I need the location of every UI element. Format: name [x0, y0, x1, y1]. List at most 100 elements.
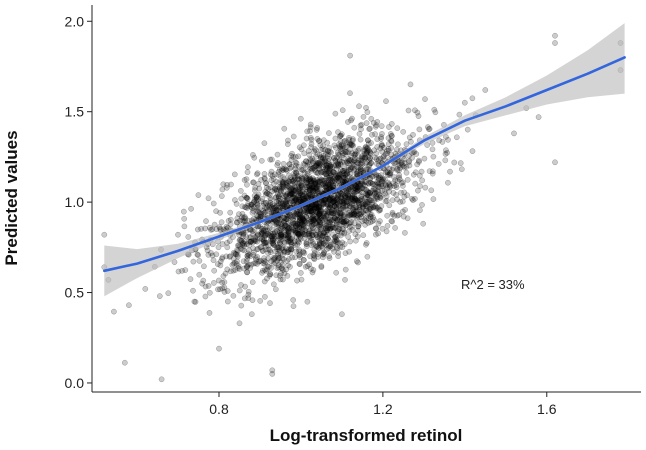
data-point: [314, 251, 321, 257]
data-point: [241, 177, 248, 183]
data-point: [297, 214, 304, 221]
data-point: [332, 174, 338, 181]
data-point: [269, 367, 276, 374]
data-point: [331, 207, 338, 214]
data-point: [298, 174, 305, 181]
data-point: [320, 233, 326, 239]
data-point: [271, 187, 278, 193]
data-point: [364, 109, 371, 115]
data-point: [401, 164, 408, 171]
data-point: [251, 193, 258, 199]
data-point: [308, 136, 315, 143]
data-point: [317, 161, 324, 168]
data-point: [303, 240, 310, 247]
data-point: [244, 241, 250, 248]
data-point: [351, 193, 358, 199]
data-point: [351, 185, 358, 192]
data-point: [210, 200, 217, 207]
data-point: [406, 152, 412, 159]
data-point: [332, 110, 339, 117]
data-point: [304, 194, 311, 200]
data-point: [221, 279, 228, 285]
data-point: [273, 221, 280, 228]
data-point: [323, 170, 329, 177]
data-point: [244, 169, 251, 176]
data-point: [316, 204, 323, 210]
data-point: [364, 200, 371, 207]
data-point: [358, 157, 365, 164]
data-point: [315, 162, 322, 169]
data-point: [357, 211, 363, 218]
data-point: [226, 238, 233, 244]
data-point: [387, 170, 394, 177]
data-point: [330, 175, 337, 182]
data-point: [443, 147, 449, 154]
data-point: [344, 202, 350, 209]
data-point: [328, 182, 335, 188]
data-point: [283, 245, 289, 252]
data-point: [337, 232, 344, 239]
data-point: [377, 194, 383, 201]
data-point: [338, 131, 345, 138]
data-point: [386, 182, 393, 189]
data-point: [362, 195, 368, 201]
data-point: [326, 181, 333, 188]
data-point: [281, 125, 288, 132]
data-point: [342, 203, 349, 210]
data-point: [248, 261, 255, 268]
data-point: [308, 216, 314, 223]
data-point: [391, 174, 397, 180]
data-point: [206, 310, 213, 316]
data-point: [336, 210, 343, 217]
data-point: [264, 275, 270, 282]
data-point: [348, 164, 354, 171]
data-point: [289, 191, 296, 197]
data-point: [299, 216, 306, 223]
data-point: [389, 209, 396, 216]
data-point: [201, 263, 207, 270]
data-point: [344, 214, 351, 220]
data-point: [390, 190, 397, 196]
data-point: [284, 258, 290, 264]
data-point: [258, 236, 265, 242]
data-point: [363, 203, 370, 210]
data-point: [228, 181, 234, 188]
data-point: [394, 167, 401, 174]
data-point: [288, 241, 295, 248]
data-point: [410, 171, 417, 178]
data-point: [214, 261, 221, 267]
data-point: [296, 180, 303, 186]
data-point: [322, 238, 329, 245]
data-point: [245, 291, 252, 298]
data-point: [312, 201, 319, 208]
data-point: [331, 197, 338, 204]
data-point: [314, 234, 320, 241]
data-point: [284, 226, 291, 233]
data-point: [365, 147, 372, 154]
data-point: [332, 194, 339, 201]
data-point: [297, 188, 304, 194]
data-point: [269, 220, 276, 226]
data-point: [283, 167, 290, 174]
data-point: [340, 192, 347, 198]
data-point: [252, 184, 259, 191]
data-point: [254, 232, 261, 238]
data-point: [344, 171, 350, 178]
data-point: [378, 172, 384, 178]
data-point: [328, 172, 335, 178]
data-point: [336, 143, 343, 150]
data-point: [288, 157, 295, 163]
data-point: [340, 167, 346, 174]
data-point: [229, 262, 236, 268]
data-point: [280, 235, 287, 242]
data-point: [235, 265, 242, 271]
data-point: [284, 202, 290, 209]
data-point: [368, 160, 375, 166]
data-point: [349, 211, 355, 218]
data-point: [343, 170, 350, 177]
data-point: [282, 191, 289, 198]
data-point: [287, 235, 293, 242]
data-point: [298, 166, 305, 173]
data-point: [352, 197, 359, 204]
data-point: [373, 150, 380, 157]
